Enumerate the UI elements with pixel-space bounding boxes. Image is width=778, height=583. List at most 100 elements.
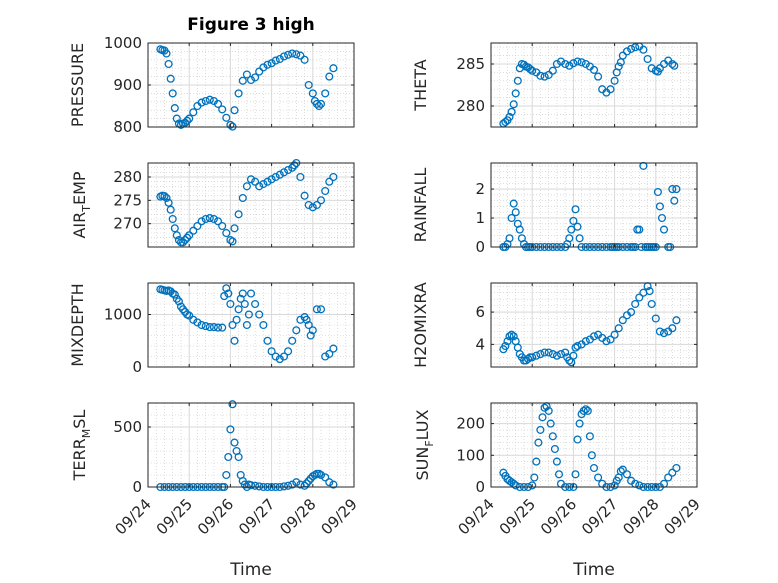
data-point bbox=[616, 467, 625, 476]
x-tick-label: 09/27 bbox=[578, 495, 621, 538]
data-point bbox=[185, 114, 194, 123]
y-tick-label: 0 bbox=[475, 238, 485, 256]
x-tick-label: 09/26 bbox=[194, 495, 237, 538]
data-point bbox=[226, 120, 235, 129]
subplot-mixdepth: 0 1000 MIXDEPTH bbox=[68, 282, 355, 376]
data-point bbox=[181, 235, 190, 245]
y-tick-label: 900 bbox=[113, 76, 142, 94]
data-point bbox=[222, 113, 231, 122]
data-point bbox=[552, 59, 561, 69]
data-point bbox=[622, 47, 632, 56]
data-point bbox=[329, 172, 338, 182]
data-point bbox=[240, 299, 249, 309]
data-point bbox=[275, 355, 284, 364]
data-point bbox=[565, 61, 574, 70]
data-point bbox=[255, 482, 264, 491]
data-point bbox=[651, 314, 660, 323]
data-point bbox=[316, 196, 326, 205]
data-point bbox=[279, 482, 289, 491]
data-point bbox=[213, 99, 223, 108]
y-axis-label: RAINFALL bbox=[411, 168, 430, 243]
y-tick-label: 1000 bbox=[104, 34, 142, 52]
x-axis-label-right: Time bbox=[572, 560, 615, 580]
data-point bbox=[501, 341, 510, 351]
data-point bbox=[284, 347, 293, 356]
data-point bbox=[162, 49, 171, 58]
data-point bbox=[618, 465, 627, 474]
data-point bbox=[548, 66, 557, 75]
subplot-rainfall: 0 1 2 RAINFALL bbox=[411, 161, 698, 256]
data-point bbox=[511, 89, 520, 98]
data-point bbox=[610, 76, 619, 85]
data-point bbox=[569, 59, 578, 68]
data-point bbox=[255, 67, 264, 76]
y-axis-label: TERRMSL bbox=[70, 410, 93, 482]
x-tick-label: 09/27 bbox=[235, 495, 278, 538]
y-tick-label: 6 bbox=[475, 303, 485, 321]
data-point bbox=[509, 100, 518, 109]
data-point bbox=[571, 205, 580, 214]
data-point bbox=[325, 478, 334, 487]
data-point bbox=[659, 329, 669, 338]
data-point bbox=[162, 193, 171, 203]
data-point bbox=[170, 104, 179, 113]
data-point bbox=[271, 56, 280, 65]
data-point bbox=[174, 297, 183, 306]
subplot-pressure: 800 900 1000 PRESSURE bbox=[68, 34, 355, 136]
data-point bbox=[251, 299, 260, 309]
data-point bbox=[507, 330, 516, 339]
data-point bbox=[284, 50, 293, 59]
data-point bbox=[300, 481, 309, 490]
data-point bbox=[242, 70, 251, 79]
data-point bbox=[189, 226, 198, 235]
data-point bbox=[528, 66, 537, 75]
y-tick-label: 500 bbox=[113, 418, 142, 436]
data-point bbox=[312, 200, 321, 210]
y-tick-label: 200 bbox=[456, 415, 485, 433]
y-tick-label: 100 bbox=[456, 446, 485, 464]
data-point bbox=[228, 237, 237, 246]
data-point bbox=[213, 217, 223, 226]
x-tick-label: 09/28 bbox=[619, 495, 662, 538]
data-point bbox=[296, 51, 305, 60]
data-point bbox=[197, 98, 206, 107]
data-point bbox=[325, 72, 334, 81]
data-point bbox=[201, 96, 210, 106]
data-point bbox=[645, 287, 654, 296]
data-point bbox=[316, 99, 326, 108]
data-point bbox=[577, 58, 586, 67]
data-point bbox=[238, 76, 247, 85]
data-point bbox=[263, 177, 272, 186]
data-point bbox=[178, 238, 188, 247]
data-point bbox=[222, 470, 231, 480]
data-point bbox=[267, 175, 276, 184]
data-point bbox=[312, 305, 321, 314]
data-point bbox=[511, 481, 520, 490]
x-axis-label-left: Time bbox=[229, 560, 272, 580]
data-point bbox=[614, 62, 623, 71]
y-tick-label: 280 bbox=[113, 168, 142, 186]
data-point bbox=[536, 71, 545, 80]
axes-box bbox=[490, 282, 698, 368]
data-point bbox=[251, 177, 260, 186]
data-point bbox=[589, 332, 599, 341]
data-point bbox=[246, 481, 256, 490]
data-point bbox=[618, 51, 627, 60]
data-point bbox=[573, 57, 582, 66]
data-point bbox=[655, 64, 664, 73]
data-point bbox=[670, 61, 679, 70]
data-point bbox=[544, 406, 553, 415]
data-point bbox=[569, 216, 578, 225]
data-point bbox=[238, 193, 247, 203]
data-point bbox=[284, 165, 293, 175]
data-point bbox=[170, 290, 179, 299]
data-point bbox=[515, 225, 524, 234]
data-point bbox=[242, 182, 251, 191]
data-point bbox=[540, 72, 549, 81]
data-point bbox=[218, 323, 227, 332]
data-point bbox=[614, 324, 623, 333]
data-point bbox=[635, 225, 644, 234]
data-point bbox=[168, 214, 177, 224]
data-point bbox=[321, 473, 330, 482]
data-point bbox=[672, 463, 681, 473]
